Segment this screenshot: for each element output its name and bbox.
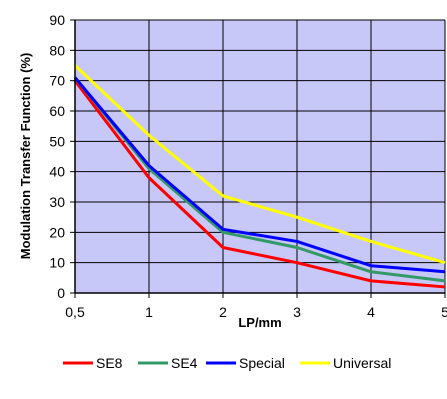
x-tick-label: 3 — [293, 304, 301, 320]
y-tick-label: 60 — [49, 103, 65, 119]
y-axis-title: Modulation Transfer Function (%) — [18, 53, 33, 260]
y-tick-label: 90 — [49, 12, 65, 28]
legend-label-special: Special — [239, 355, 285, 371]
y-tick-label: 10 — [49, 255, 65, 271]
x-tick-label: 0,5 — [65, 304, 85, 320]
axes — [74, 20, 445, 294]
series-lines — [73, 64, 446, 289]
x-axis-title: LP/mm — [238, 315, 281, 330]
y-tick-label: 70 — [49, 73, 65, 89]
legend-label-se8: SE8 — [96, 355, 123, 371]
y-tick-label: 0 — [57, 285, 65, 301]
y-tick-label: 50 — [49, 133, 65, 149]
y-tick-label: 30 — [49, 194, 65, 210]
x-tick-label: 2 — [219, 304, 227, 320]
legend-label-se4: SE4 — [171, 355, 198, 371]
series-line-special — [73, 76, 446, 274]
series-line-se4 — [73, 76, 446, 283]
y-tick-label: 80 — [49, 42, 65, 58]
y-tick-label: 40 — [49, 164, 65, 180]
y-axis-ticks: 0 10 20 30 40 50 60 70 80 90 — [49, 12, 75, 301]
legend-label-universal: Universal — [333, 355, 391, 371]
x-tick-label: 5 — [441, 304, 447, 320]
series-line-se8 — [73, 79, 446, 289]
y-tick-label: 20 — [49, 224, 65, 240]
x-axis-ticks: 0,5 1 2 3 4 5 — [65, 293, 447, 320]
legend: SE8 SE4 Special Universal — [63, 355, 391, 371]
x-tick-label: 4 — [367, 304, 375, 320]
series-line-universal — [73, 64, 446, 265]
x-tick-label: 1 — [145, 304, 153, 320]
plot-area — [75, 20, 445, 293]
grid-lines — [75, 19, 446, 293]
